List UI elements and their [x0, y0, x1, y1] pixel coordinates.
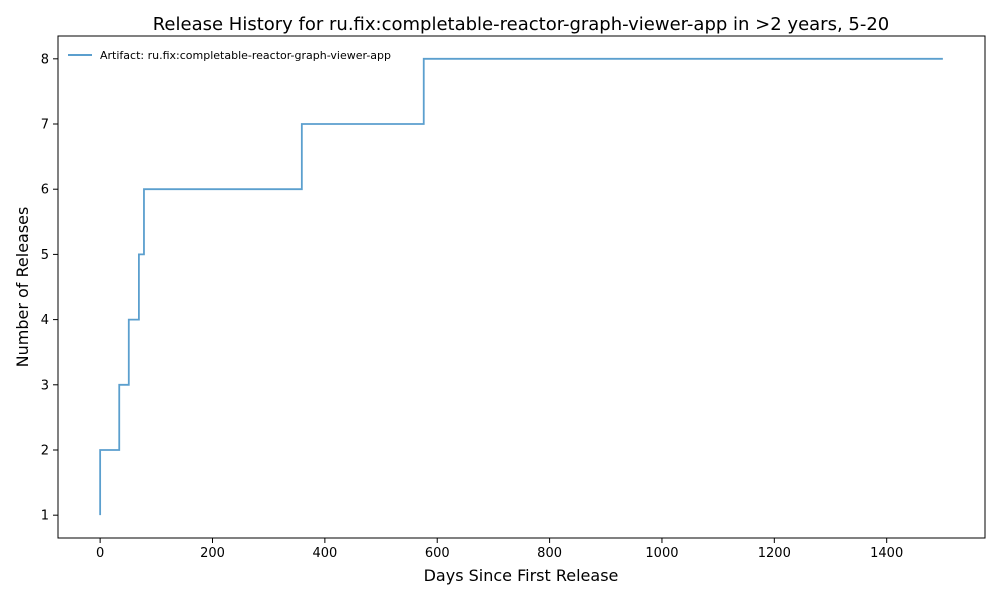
y-tick-label: 2 [41, 443, 49, 458]
y-tick-label: 8 [41, 52, 49, 67]
legend-entry: Artifact: ru.fix:completable-reactor-gra… [100, 49, 391, 62]
y-tick-label: 3 [41, 378, 49, 393]
legend: Artifact: ru.fix:completable-reactor-gra… [68, 49, 391, 62]
plot-area [99, 57, 943, 516]
y-axis-label: Number of Releases [13, 207, 32, 368]
y-tick-label: 1 [41, 509, 49, 524]
x-tick-label: 1200 [758, 546, 791, 561]
y-tick-label: 7 [41, 118, 49, 133]
x-tick-label: 600 [425, 546, 450, 561]
series-line [99, 57, 943, 516]
y-axis: 1 2 3 4 5 6 7 8 [41, 52, 58, 524]
y-tick-label: 6 [41, 183, 49, 198]
x-tick-label: 400 [312, 546, 337, 561]
x-tick-label: 1000 [645, 546, 678, 561]
x-tick-label: 0 [96, 546, 104, 561]
x-tick-label: 800 [537, 546, 562, 561]
x-axis-label: Days Since First Release [424, 566, 619, 585]
chart-title: Release History for ru.fix:completable-r… [153, 14, 890, 35]
x-tick-label: 1400 [870, 546, 903, 561]
y-tick-label: 4 [41, 313, 49, 328]
x-axis: 0 200 400 600 800 1000 1200 1400 [96, 538, 903, 561]
x-tick-label: 200 [200, 546, 225, 561]
plot-frame [57, 35, 986, 539]
y-tick-label: 5 [41, 248, 49, 263]
